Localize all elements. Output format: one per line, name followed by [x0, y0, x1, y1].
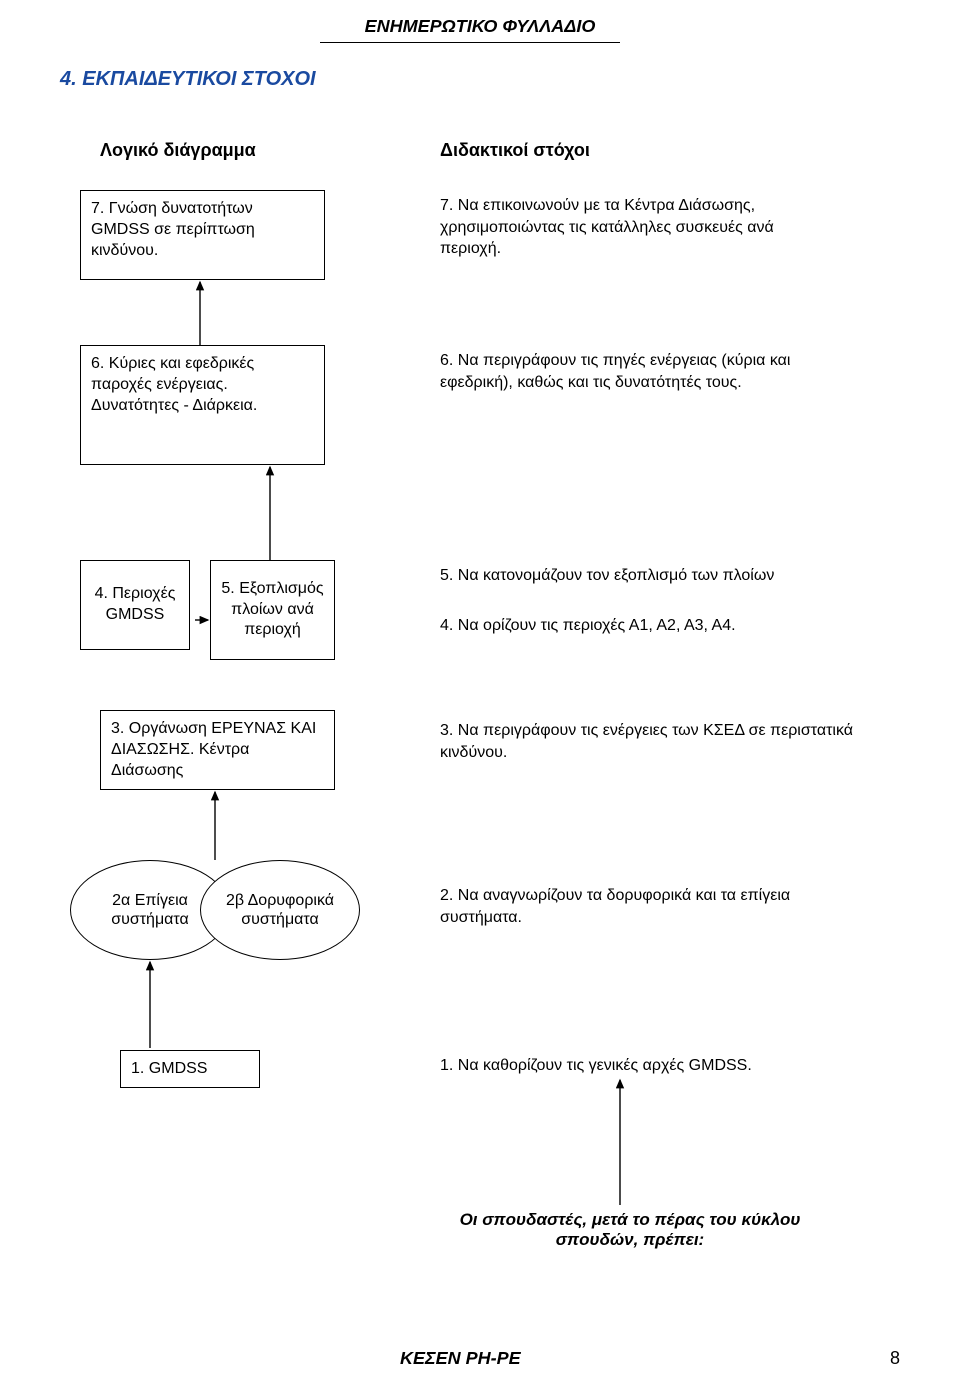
footer-left: ΚΕΣΕΝ ΡΗ-ΡΕ — [400, 1348, 521, 1369]
objective-4: 4. Να ορίζουν τις περιοχές Α1, Α2, Α3, Α… — [440, 615, 880, 637]
node-7: 7. Γνώση δυνατοτήτων GMDSS σε περίπτωση … — [80, 190, 325, 280]
column-right-label: Διδακτικοί στόχοι — [440, 140, 590, 161]
section-title: 4. ΕΚΠΑΙΔΕΥΤΙΚΟΙ ΣΤΟΧΟΙ — [60, 68, 316, 91]
header-rule — [320, 42, 620, 43]
footer-page-number: 8 — [890, 1348, 900, 1369]
node-2b: 2β Δορυφορικά συστήματα — [200, 860, 360, 960]
objective-3: 3. Να περιγράφουν τις ενέργειες των ΚΣΕΔ… — [440, 720, 860, 763]
objective-7: 7. Να επικοινωνούν με τα Κέντρα Διάσωσης… — [440, 195, 820, 260]
node-4: 4. Περιοχές GMDSS — [80, 560, 190, 650]
node-3: 3. Οργάνωση ΕΡΕΥΝΑΣ ΚΑΙ ΔΙΑΣΩΣΗΣ. Κέντρα… — [100, 710, 335, 790]
objective-1: 1. Να καθορίζουν τις γενικές αρχές GMDSS… — [440, 1055, 880, 1077]
node-2b-label: 2β Δορυφορικά συστήματα — [205, 891, 355, 929]
closing-text: Οι σπουδαστές, μετά το πέρας του κύκλου … — [430, 1210, 830, 1250]
page: ΕΝΗΜΕΡΩΤΙΚΟ ΦΥΛΛΑΔΙΟ 4. ΕΚΠΑΙΔΕΥΤΙΚΟΙ ΣΤ… — [0, 0, 960, 1390]
node-6: 6. Κύριες και εφεδρικές παροχές ενέργεια… — [80, 345, 325, 465]
objective-6: 6. Να περιγράφουν τις πηγές ενέργειας (κ… — [440, 350, 820, 393]
column-left-label: Λογικό διάγραμμα — [100, 140, 256, 161]
node-5: 5. Εξοπλισμός πλοίων ανά περιοχή — [210, 560, 335, 660]
node-1: 1. GMDSS — [120, 1050, 260, 1088]
objective-5: 5. Να κατονομάζουν τον εξοπλισμό των πλο… — [440, 565, 880, 587]
objective-2: 2. Να αναγνωρίζουν τα δορυφορικά και τα … — [440, 885, 840, 928]
page-header: ΕΝΗΜΕΡΩΤΙΚΟ ΦΥΛΛΑΔΙΟ — [0, 16, 960, 37]
